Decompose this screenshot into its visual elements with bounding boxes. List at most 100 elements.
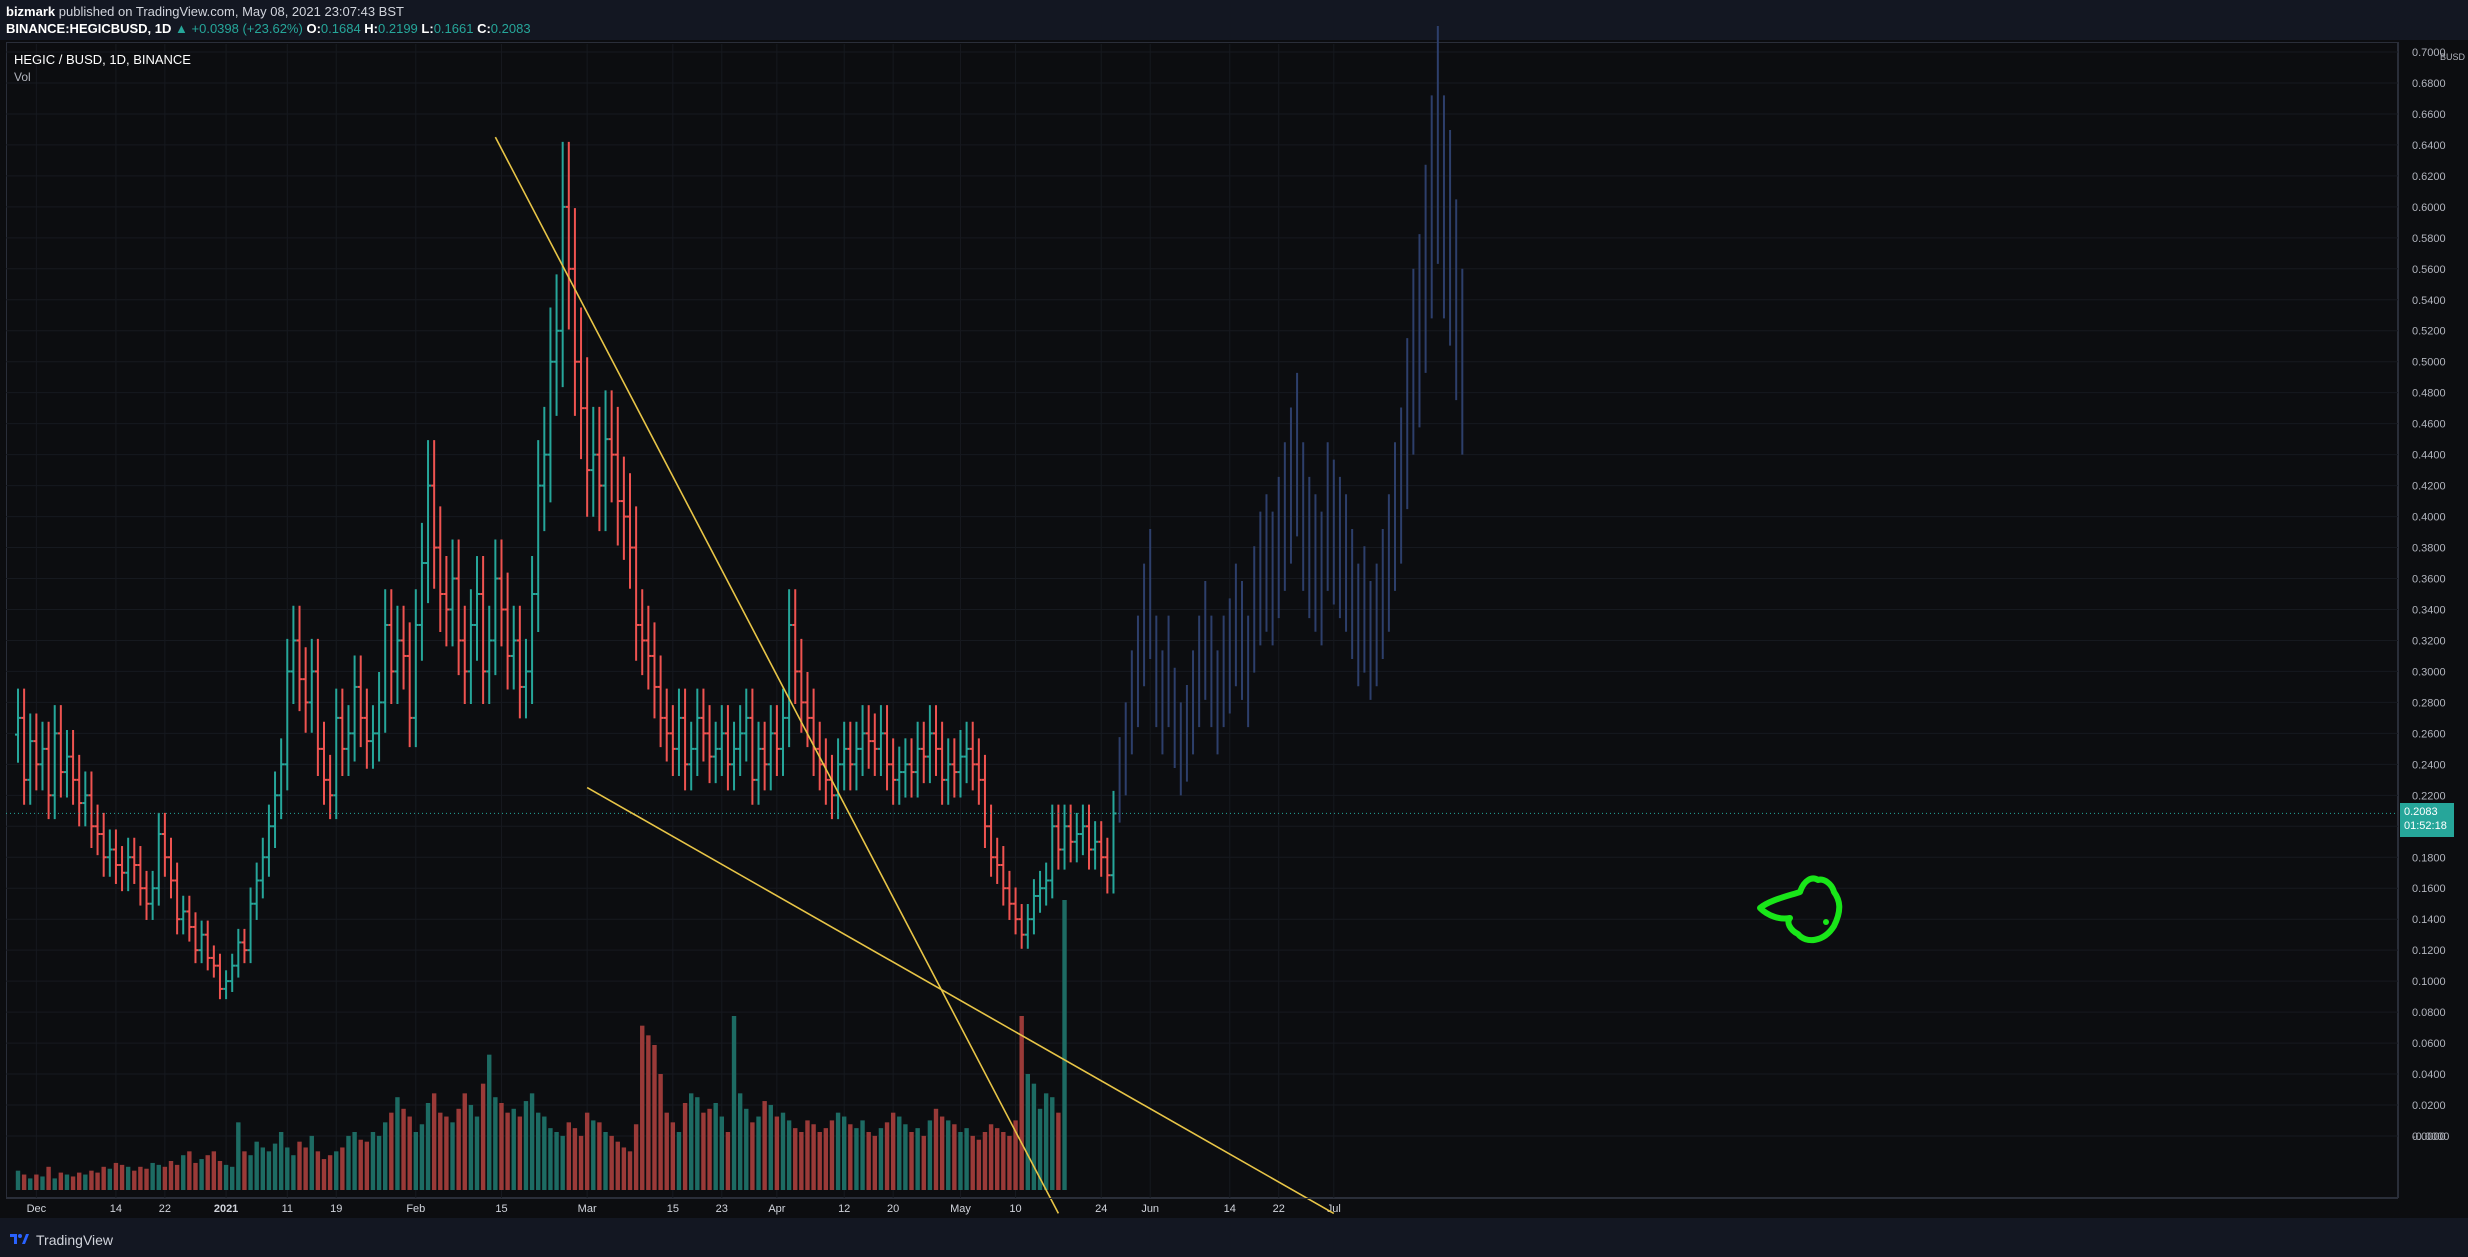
time-tick-label: 14 [1224,1203,1236,1215]
price-tick-label: 0.0600 [2412,1038,2446,1050]
volume-bar [199,1159,204,1190]
volume-bar [652,1045,657,1190]
volume-bar [591,1120,596,1190]
price-axis[interactable] [2398,42,2466,1198]
last-price-tag: 0.2083 01:52:18 [2400,803,2454,838]
volume-bar [285,1147,290,1190]
price-change: ▲ +0.0398 (+23.62%) [175,21,303,36]
volume-indicator-label: Vol [14,70,31,84]
volume-bar [627,1151,633,1190]
tradingview-logo-icon[interactable] [8,1230,30,1246]
volume-bar [915,1128,920,1190]
volume-bar [346,1135,351,1190]
volume-bar [615,1141,620,1190]
volume-bar [964,1128,969,1190]
volume-bar [946,1120,951,1190]
volume-bar [327,1155,333,1190]
price-tick-label: 0.3000 [2412,666,2446,678]
volume-bar [444,1116,449,1190]
volume-bar [689,1093,694,1190]
volume-bar [450,1122,455,1190]
time-axis[interactable] [6,1198,2398,1218]
volume-bar [793,1128,798,1190]
volume-bar [903,1124,908,1190]
volume-bar [107,1168,112,1190]
volume-bar [805,1120,810,1190]
volume-bar [340,1147,345,1190]
volume-bar [848,1124,853,1190]
volume-bar [572,1128,578,1190]
volume-bar [278,1132,284,1190]
volume-bar [370,1132,376,1190]
volume-bar [364,1141,370,1190]
price-tick-label: 0.3400 [2412,604,2446,616]
volume-bar [958,1132,963,1190]
tradingview-brand[interactable]: TradingView [36,1232,114,1248]
time-tick-label: Mar [578,1203,597,1215]
volume-bar [811,1124,816,1190]
volume-bar [536,1112,541,1190]
ohlc-line: BINANCE:HEGICBUSD, 1D ▲ +0.0398 (+23.62%… [6,21,531,36]
volume-bar [939,1116,945,1190]
volume-bar [499,1103,504,1190]
volume-bar [187,1151,192,1190]
low-label: L: [421,21,434,36]
volume-bar [835,1112,841,1190]
volume-bar [217,1161,223,1190]
time-tick-label: 2021 [214,1203,238,1215]
volume-bar [640,1025,645,1190]
price-tick-label: 0.3800 [2412,543,2446,555]
volume-bar [21,1174,27,1190]
price-tick-label: 0.5000 [2412,357,2446,369]
volume-bar [236,1122,241,1190]
volume-bar [970,1135,975,1190]
volume-bar [658,1074,663,1190]
volume-bar [523,1101,529,1190]
volume-bar [560,1135,565,1190]
price-tick-label: 0.5400 [2412,295,2446,307]
volume-bar [28,1178,33,1190]
time-tick-label: Apr [768,1203,785,1215]
volume-bar [517,1116,523,1190]
publisher-name[interactable]: bizmark [6,4,56,19]
chart-canvas[interactable]: 0.7000 0.6800 0.6600 0.6400 0.6200 0.6000 0.58… [0,0,2468,1218]
volume-bar [95,1172,100,1190]
volume-bar [132,1170,137,1190]
volume-bar [162,1166,168,1190]
price-tick-label: 0.4800 [2412,388,2446,400]
volume-bar [46,1166,51,1190]
volume-bar [193,1162,198,1190]
time-tick-label: May [950,1203,971,1215]
volume-bar [376,1135,382,1190]
volume-bar [138,1166,143,1190]
open-value: 0.1684 [320,21,361,36]
volume-bar [474,1116,480,1190]
last-price-value: 0.2083 [2404,806,2438,819]
volume-bar [933,1108,939,1190]
price-tick-label: 0.5600 [2412,264,2446,276]
volume-bar [927,1120,933,1190]
volume-bar [1050,1097,1055,1190]
volume-bar [1043,1093,1049,1190]
volume-bar [352,1132,357,1190]
price-tick-label: 0.1400 [2412,914,2446,926]
volume-bar [878,1128,884,1190]
volume-bar [181,1155,186,1190]
volume-bar [101,1166,106,1190]
time-tick-label: 11 [282,1203,293,1215]
symbol-name[interactable]: BINANCE:HEGICBUSD, 1D [6,21,172,36]
volume-bar [633,1124,639,1190]
chart-pane[interactable] [6,42,2398,1198]
volume-bar [487,1054,492,1190]
pointing-hand-icon [1757,875,1843,944]
volume-bar [272,1143,278,1190]
volume-bar [1001,1132,1006,1190]
volume-bar [713,1103,718,1190]
volume-bar [542,1116,547,1190]
volume-bar [303,1147,308,1190]
volume-bar [976,1139,982,1190]
volume-bar [670,1122,676,1190]
price-tick-label: -0.0000 [2412,1131,2449,1143]
chart-header: bizmark published on TradingView.com, Ma… [0,0,2468,40]
time-tick-label: 15 [667,1203,679,1215]
